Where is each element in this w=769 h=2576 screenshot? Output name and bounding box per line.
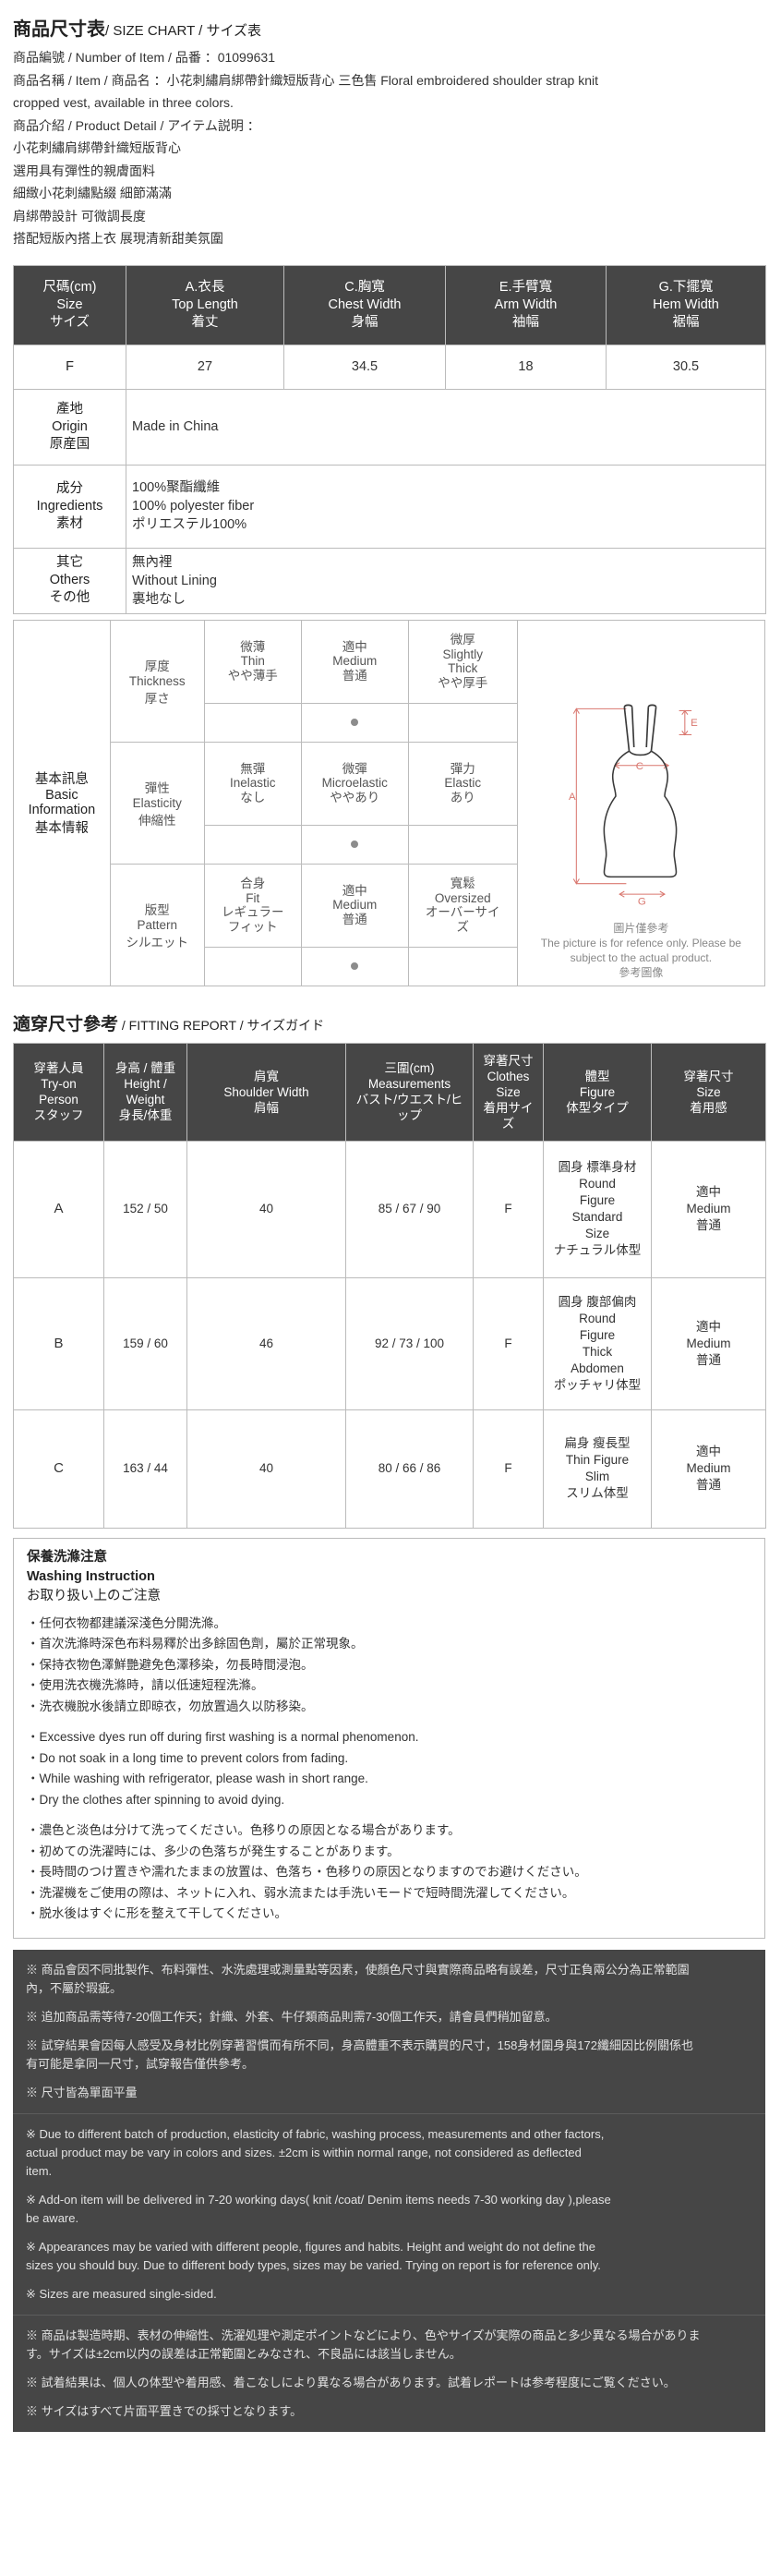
svg-text:C: C (636, 760, 643, 771)
svg-text:G: G (638, 896, 646, 907)
svg-text:E: E (691, 718, 698, 729)
svg-text:A: A (569, 792, 576, 803)
